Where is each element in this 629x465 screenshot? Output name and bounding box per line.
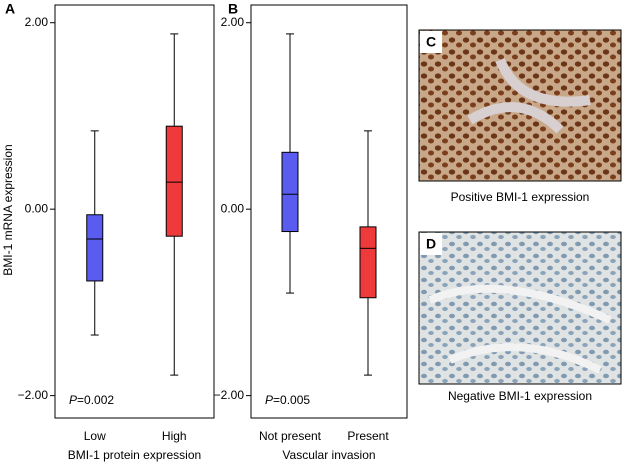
y-tick-label: 2.00 [221, 15, 245, 29]
stroma [467, 57, 591, 134]
x-tick-label: Not present [259, 429, 322, 443]
x-axis-label: BMI-1 protein expression [68, 448, 201, 462]
p-symbol: P [69, 393, 77, 407]
y-tick-label: −2.00 [214, 388, 245, 402]
y-axis-label: BMI-1 mRNA expression [1, 144, 15, 275]
plot-frame [54, 4, 215, 419]
x-tick-label: High [162, 429, 187, 443]
stroma [428, 284, 612, 374]
box-chart: A BMI-1 mRNA expression −2.00 0.00 2.00 Low Hi… [1, 1, 215, 462]
box [86, 214, 104, 282]
label-box [420, 31, 442, 53]
box-chart: B −2.00 0.00 2.00 Not present Present Vascular… [214, 1, 408, 462]
x-axis-label: Vascular invasion [282, 448, 375, 462]
plot-frame [250, 4, 408, 419]
box [281, 151, 299, 233]
panel-label: D [426, 236, 436, 252]
p-value: =0.002 [77, 393, 114, 407]
box [359, 226, 377, 299]
y-tick-label: 2.00 [25, 15, 49, 29]
caption: Positive BMI-1 expression [451, 190, 590, 204]
label-box [420, 233, 442, 255]
panel-label: C [426, 34, 436, 50]
y-tick-label: 0.00 [25, 201, 49, 215]
annotation: P=0.005 [265, 393, 310, 407]
y-tick-label: 0.00 [221, 201, 245, 215]
image-c: C Positive BMI-1 expression [418, 29, 622, 204]
p-symbol: P [265, 393, 273, 407]
panel-label: A [5, 1, 15, 17]
annotation: P=0.002 [69, 393, 114, 407]
x-tick-label: Low [84, 429, 106, 443]
panel-label: B [228, 1, 238, 17]
y-tick-label: −2.00 [18, 388, 49, 402]
image-d: D Negative BMI-1 expression [418, 231, 622, 403]
x-tick-label: Present [347, 429, 389, 443]
p-value: =0.005 [273, 393, 310, 407]
box [165, 125, 183, 237]
caption: Negative BMI-1 expression [448, 389, 592, 403]
